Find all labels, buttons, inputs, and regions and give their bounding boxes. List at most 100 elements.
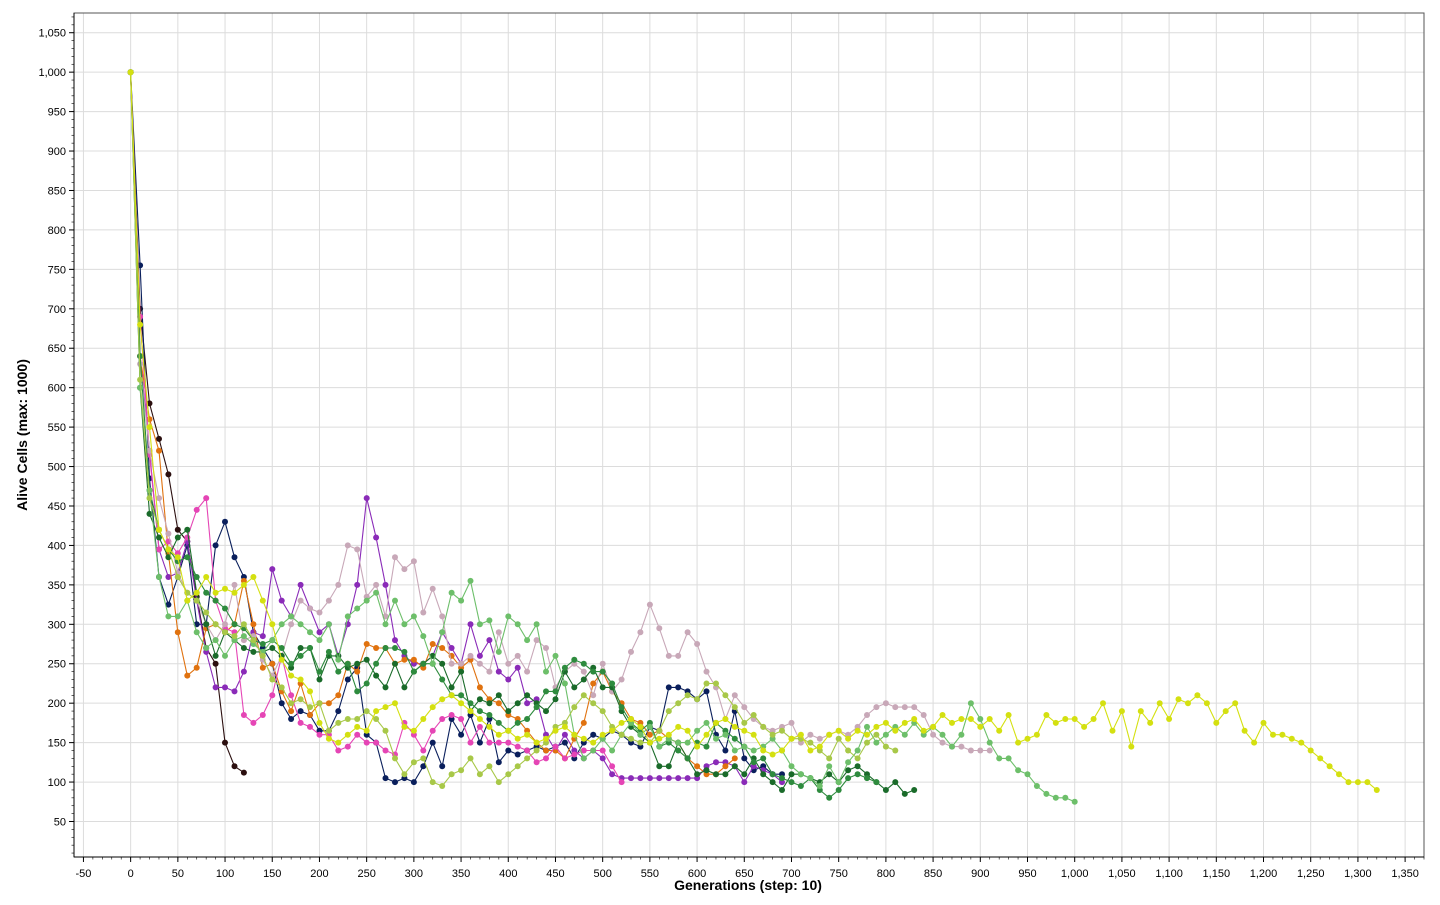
x-tick-label: 950: [1018, 868, 1036, 880]
data-point: [288, 708, 295, 715]
y-tick-label: 900: [48, 146, 66, 158]
y-tick-label: 550: [48, 422, 66, 434]
y-tick-label: 300: [48, 619, 66, 631]
series-1: [127, 69, 247, 776]
x-tick-label: 450: [546, 868, 564, 880]
data-point: [1185, 700, 1191, 707]
data-point: [741, 755, 748, 762]
data-point: [476, 771, 483, 778]
data-point: [1005, 712, 1012, 718]
data-point: [1128, 743, 1135, 750]
data-point: [439, 613, 446, 620]
data-point: [694, 743, 701, 750]
data-point: [1062, 716, 1069, 722]
data-point: [486, 617, 493, 624]
x-tick-label: 500: [593, 868, 611, 880]
data-point: [1251, 739, 1258, 746]
data-point: [713, 735, 719, 742]
data-point: [458, 660, 465, 667]
data-point: [665, 731, 672, 738]
y-tick-label: 850: [48, 185, 66, 197]
data-point: [382, 704, 389, 711]
data-point: [439, 676, 446, 683]
data-point: [420, 747, 427, 754]
data-point: [354, 723, 361, 730]
data-point: [439, 645, 446, 651]
x-tick-label: 200: [310, 868, 328, 880]
data-point: [1288, 735, 1295, 742]
data-point: [665, 708, 672, 715]
data-point: [222, 652, 228, 659]
data-point: [1015, 767, 1022, 774]
data-point: [250, 574, 257, 580]
data-point: [382, 727, 389, 734]
data-point: [212, 660, 219, 667]
data-point: [458, 767, 465, 774]
data-point: [505, 747, 512, 754]
data-point: [316, 629, 323, 636]
data-point: [769, 751, 776, 758]
data-point: [288, 672, 295, 679]
data-point: [354, 688, 361, 695]
data-point: [845, 759, 852, 766]
x-tick-label: 900: [971, 868, 989, 880]
data-point: [533, 704, 540, 711]
data-point: [448, 660, 455, 667]
data-point: [807, 731, 814, 738]
data-point: [986, 739, 993, 746]
data-point: [769, 771, 776, 778]
data-point: [495, 731, 502, 738]
data-point: [363, 597, 370, 604]
plot-frame: [73, 12, 1425, 858]
grid: [74, 13, 1424, 857]
data-point: [930, 723, 937, 730]
data-point: [458, 668, 465, 675]
data-point: [1175, 696, 1182, 703]
data-point: [174, 534, 181, 541]
data-point: [722, 771, 729, 778]
data-point: [1137, 708, 1144, 715]
x-axis-title: Generations (step: 10): [674, 877, 822, 893]
data-point: [373, 589, 380, 596]
data-point: [590, 739, 597, 746]
data-point: [127, 69, 134, 76]
data-point: [184, 534, 191, 541]
data-point: [165, 546, 172, 553]
data-point: [637, 723, 644, 730]
data-point: [618, 719, 625, 726]
data-point: [835, 787, 842, 793]
data-point: [307, 723, 313, 730]
data-point: [212, 652, 219, 659]
data-point: [165, 554, 172, 561]
data-point: [269, 660, 276, 667]
data-point: [344, 613, 351, 620]
data-point: [259, 652, 266, 659]
series-8: [127, 69, 880, 801]
data-point: [911, 704, 918, 711]
data-point: [222, 621, 228, 628]
data-point: [240, 712, 247, 718]
data-point: [325, 700, 332, 707]
data-point: [193, 506, 200, 513]
data-point: [1213, 719, 1220, 726]
data-point: [1336, 771, 1342, 778]
data-point: [325, 735, 332, 742]
series-line: [130, 72, 896, 787]
x-tick-label: 400: [499, 868, 517, 880]
data-point: [439, 783, 446, 789]
data-point: [259, 641, 266, 647]
data-point: [1118, 708, 1125, 715]
data-point: [543, 747, 549, 754]
data-point: [174, 613, 181, 620]
data-point: [495, 759, 502, 766]
data-point: [495, 719, 502, 726]
data-point: [901, 790, 908, 797]
data-point: [486, 668, 493, 675]
data-point: [269, 645, 276, 651]
data-point: [788, 763, 795, 770]
data-point: [316, 731, 323, 738]
data-point: [599, 684, 606, 691]
data-point: [344, 743, 351, 750]
data-point: [571, 684, 578, 691]
data-point: [344, 676, 351, 683]
